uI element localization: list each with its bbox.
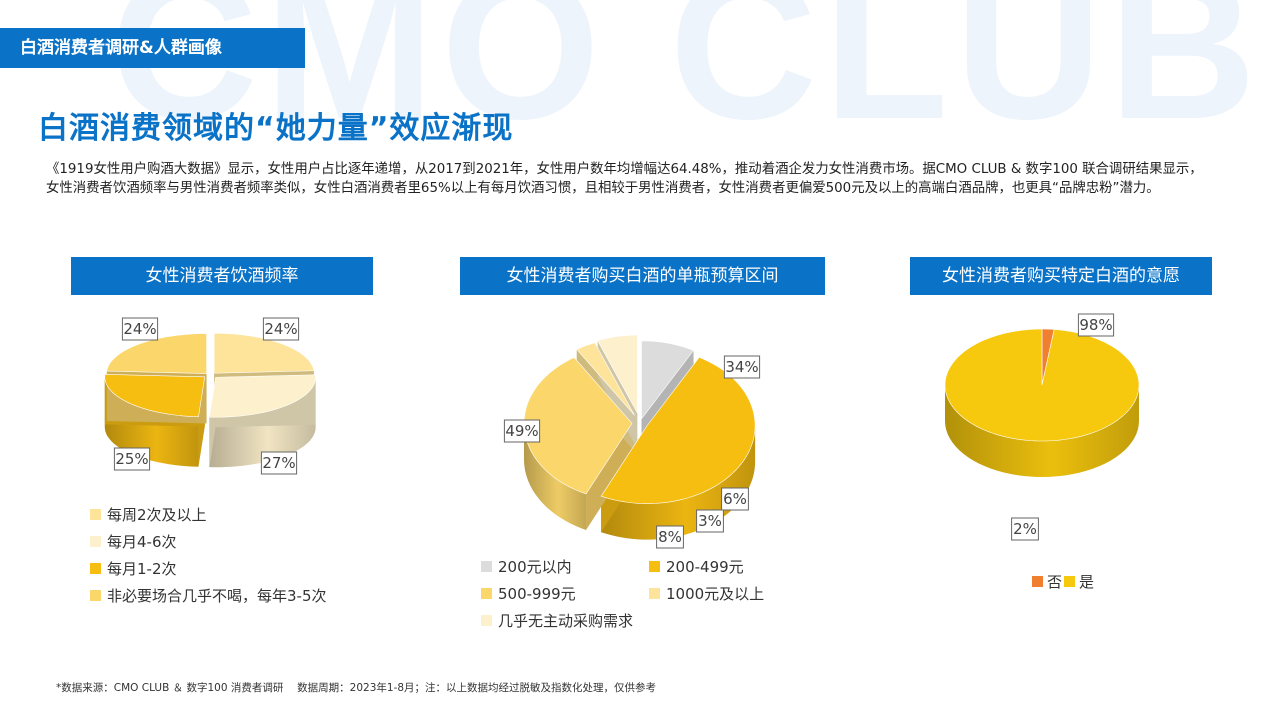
watermark: CMO CLUB: [110, 0, 1263, 162]
data-label: 49%: [505, 422, 538, 440]
data-label: 34%: [725, 358, 758, 376]
legend-item: 每月1-2次: [90, 555, 327, 582]
pie-slice: [576, 342, 635, 416]
data-label: 24%: [123, 320, 156, 338]
legend-swatch: [481, 615, 492, 626]
pie-slice: [104, 374, 206, 418]
intro-paragraph: 《1919女性用户购酒大数据》显示，女性用户占比逐年递增，从2017到2021年…: [46, 162, 1203, 196]
chart3-pie: 2% 98%: [944, 313, 1140, 541]
data-label-box: [723, 355, 761, 379]
chart1-pie: 24% 27% 25% 24%: [104, 317, 316, 475]
legend-swatch: [1064, 576, 1076, 587]
data-label-box: [262, 317, 300, 341]
legend-label: 500-999元: [498, 585, 576, 603]
data-label: 27%: [262, 454, 295, 472]
data-label-box: [121, 317, 159, 341]
legend-item: 每周2次及以上: [90, 501, 327, 528]
legend-item: 200-499元: [649, 553, 817, 580]
pie-labels: 8% 49% 34% 3%6%: [503, 355, 761, 549]
data-label: 3%: [698, 512, 722, 530]
pie-wall: [945, 385, 1139, 477]
legend-item: 200元以内: [481, 553, 649, 580]
legend-item: 1000元及以上: [649, 580, 817, 607]
pie-walls: [945, 385, 1139, 477]
data-label-box: [260, 451, 298, 475]
legend-item: 每月4-6次: [90, 528, 327, 555]
legend-item: 非必要场合几乎不喝，每年3-5次: [90, 582, 327, 609]
legend-label: 200元以内: [498, 558, 572, 576]
legend-item: 500-999元: [481, 580, 649, 607]
pie-wall: [524, 423, 587, 530]
legend-swatch: [649, 561, 660, 572]
pie-labels: 2% 98%: [1011, 313, 1115, 541]
legend-label: 非必要场合几乎不喝，每年3-5次: [107, 587, 327, 605]
legend-swatch: [481, 588, 492, 599]
legend-label: 否: [1047, 573, 1063, 591]
pie-tops: [104, 332, 316, 418]
legend-swatch: [90, 590, 101, 601]
pie-cut-wall: [586, 423, 633, 530]
data-label-box: [113, 447, 151, 471]
legend-swatch: [481, 561, 492, 572]
data-label-box: [503, 419, 541, 443]
legend-label: 每月1-2次: [107, 560, 177, 578]
pie-tops: [944, 328, 1140, 442]
data-label-box: [1011, 517, 1039, 541]
data-label: 8%: [658, 528, 682, 546]
legend-label: 1000元及以上: [666, 585, 765, 603]
legend-swatch: [90, 536, 101, 547]
data-label: 2%: [1013, 520, 1037, 538]
pie-labels: 24% 27% 25% 24%: [113, 317, 300, 475]
legend-swatch: [1032, 576, 1043, 587]
legend-label: 200-499元: [666, 558, 744, 576]
data-label: 24%: [264, 320, 297, 338]
chart1-legend: 每周2次及以上 每月4-6次 每月1-2次 非必要场合几乎不喝，每年3-5次: [90, 501, 327, 609]
legend-item: 几乎无主动采购需求: [481, 607, 649, 634]
legend-item: 是: [1064, 568, 1094, 595]
data-label-box: [696, 509, 724, 533]
chart3-legend: 否 是: [1032, 568, 1094, 595]
data-label: 25%: [115, 450, 148, 468]
pie-slice: [209, 374, 316, 418]
pie-tops: [523, 334, 756, 504]
pie-slice: [106, 333, 207, 374]
legend-label: 几乎无主动采购需求: [498, 612, 634, 630]
pie-slice: [641, 340, 695, 420]
data-label: 98%: [1079, 316, 1112, 334]
data-label-box: [656, 525, 684, 549]
legend-swatch: [90, 509, 101, 520]
pie-slice: [944, 328, 1140, 442]
pie-slice: [600, 356, 756, 504]
data-label-box: [721, 487, 749, 511]
legend-swatch: [90, 563, 101, 574]
chart2-legend: 200元以内 200-499元 500-999元 1000元及以上 几乎无主动采…: [481, 553, 817, 634]
data-label-box: [1077, 313, 1115, 337]
page-title: 白酒消费领域的“她力量”效应渐现: [38, 111, 514, 146]
chart3-title: 女性消费者购买特定白酒的意愿: [910, 257, 1212, 295]
footnote: *数据来源：CMO CLUB ＆ 数字100 消费者调研 数据周期：2023年1…: [56, 682, 657, 694]
legend-label: 每月4-6次: [107, 533, 177, 551]
legend-label: 每周2次及以上: [107, 506, 207, 524]
legend-item: 否: [1032, 568, 1062, 595]
legend-swatch: [649, 588, 660, 599]
pie-slice: [213, 332, 315, 374]
chart1-title: 女性消费者饮酒频率: [71, 257, 373, 295]
data-label: 6%: [723, 490, 747, 508]
chart2-pie: 8% 49% 34% 3%6%: [503, 334, 761, 549]
pie-slice: [597, 334, 638, 414]
chart2-title: 女性消费者购买白酒的单瓶预算区间: [460, 257, 825, 295]
legend-label: 是: [1079, 573, 1095, 591]
section-tag: 白酒消费者调研&人群画像: [0, 28, 305, 68]
